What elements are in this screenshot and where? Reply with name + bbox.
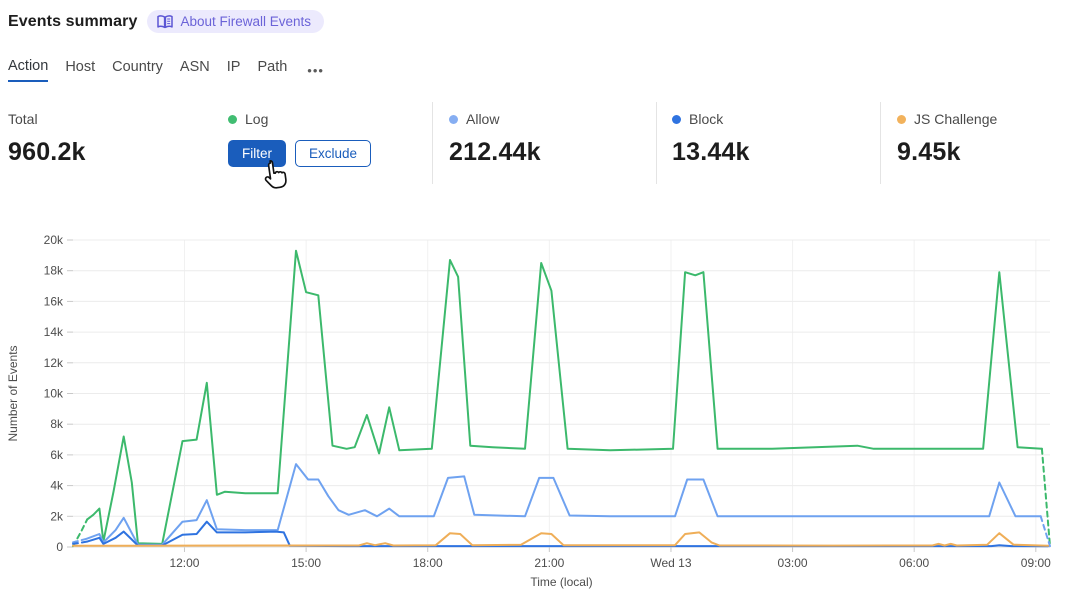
x-tick-label: 15:00 [291,556,321,570]
y-tick-label: 4k [50,479,64,493]
tab-ip[interactable]: IP [226,59,241,75]
block-legend-dot [672,114,681,124]
stat-js-challenge: JS Challenge 9.45k [897,100,997,167]
stat-total-value: 960.2k [8,138,86,166]
y-tick-label: 0 [56,540,63,554]
about-firewall-events-badge[interactable]: About Firewall Events [147,10,325,33]
stat-block-value: 13.44k [672,138,750,166]
tab-host[interactable]: Host [65,59,96,75]
y-tick-label: 8k [50,417,64,431]
stat-js-challenge-label: JS Challenge [914,111,998,127]
tab-action[interactable]: Action [8,58,49,82]
x-tick-label: 06:00 [899,556,929,570]
exclude-button[interactable]: Exclude [295,140,372,167]
chart-svg: 12:00 15:00 18:00 21:00 Wed 13 03:00 06:00 09:0… [6,233,1051,589]
series-block-line-dash-head [72,540,89,545]
stat-divider [656,102,657,184]
stat-log: Log Filter Exclude [228,100,372,167]
stat-allow: Allow 212.44k [449,100,541,167]
y-tick-label: 12k [44,356,64,370]
stat-divider [880,102,881,184]
stat-block-label: Block [689,111,724,127]
header: Events summary About Firewall Events [8,10,325,33]
allow-legend-dot [449,114,458,124]
badge-label: About Firewall Events [180,14,312,29]
series-log-line-dash-tail [1040,447,1051,548]
page-title: Events summary [8,12,138,30]
js-challenge-legend-dot [897,114,906,124]
stat-log-label: Log [245,111,269,127]
y-tick-label: 10k [44,387,64,401]
stat-block: Block 13.44k [672,100,750,167]
x-tick-label: 09:00 [1021,556,1051,570]
y-tick-label: 20k [44,233,64,247]
book-icon [157,14,174,29]
more-tabs-ellipsis-icon[interactable]: ••• [307,62,324,78]
series-log-line [86,249,1043,545]
x-tick-label: 03:00 [778,556,808,570]
events-time-series-chart: 12:00 15:00 18:00 21:00 Wed 13 03:00 06:00 09:0… [0,228,1068,598]
stat-total: Total 960.2k [8,100,86,167]
y-tick-label: 6k [50,448,64,462]
stat-total-label: Total [8,111,38,127]
x-axis-title: Time (local) [530,575,592,589]
tab-country[interactable]: Country [112,59,163,75]
series-block-line [86,520,1049,548]
tab-path[interactable]: Path [257,59,288,75]
series-js-challenge-line [72,531,1049,547]
x-tick-label: 21:00 [534,556,564,570]
stats-row: Total 960.2k Log Filter Exclude Allow 21… [0,100,1068,188]
y-tick-label: 16k [44,294,64,308]
x-tick-label: 12:00 [169,556,199,570]
series-allow-line [86,463,1042,546]
filter-button[interactable]: Filter [228,140,286,167]
y-axis-title: Number of Events [6,345,20,441]
log-legend-dot [228,114,237,124]
stat-js-challenge-value: 9.45k [897,138,961,166]
series-allow-line-dash-tail [1039,515,1051,548]
x-tick-label: Wed 13 [650,556,691,570]
stat-allow-value: 212.44k [449,138,541,166]
tab-bar: Action Host Country ASN IP Path ••• [8,58,324,82]
y-tick-label: 2k [50,509,64,523]
y-tick-label: 18k [44,264,64,278]
x-tick-label: 18:00 [413,556,443,570]
y-tick-label: 14k [44,325,64,339]
series-allow-line-dash-head [72,537,89,544]
tab-asn[interactable]: ASN [179,59,210,75]
stat-divider [432,102,433,184]
stat-allow-label: Allow [466,111,500,127]
